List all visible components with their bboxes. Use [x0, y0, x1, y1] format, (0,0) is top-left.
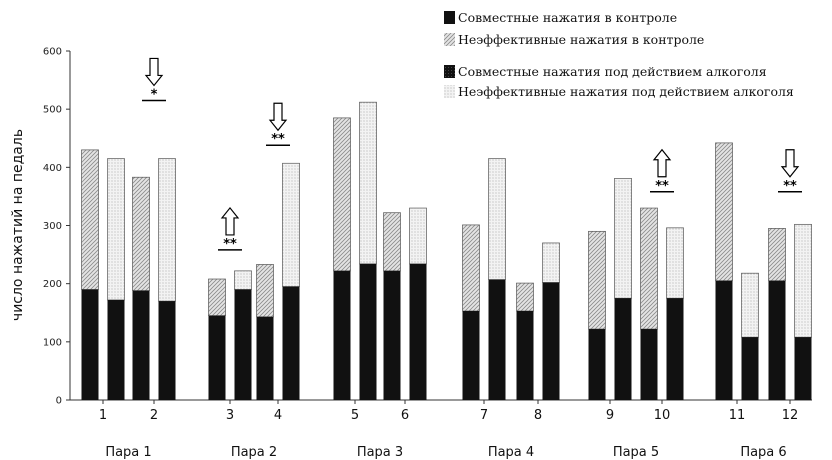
- arrow-down-icon: [268, 102, 288, 132]
- bar-joint-control-9: [588, 329, 606, 400]
- legend-swatch: [444, 33, 455, 46]
- bar-joint-control-11: [715, 280, 733, 400]
- bar-joint-alcohol-9: [614, 298, 632, 400]
- bar-ineffective-alcohol-10: [666, 227, 684, 299]
- y-tick-label: 600: [43, 47, 62, 58]
- bar-joint-control-10: [640, 329, 658, 400]
- bar-ineffective-alcohol-4: [282, 162, 300, 287]
- category-label: 5: [351, 408, 359, 423]
- bar-ineffective-alcohol-1: [107, 158, 125, 301]
- bar-ineffective-control-11: [715, 142, 733, 282]
- category-label: 8: [534, 408, 542, 423]
- bar-joint-control-7: [462, 311, 480, 400]
- bar-joint-alcohol-4: [282, 286, 300, 400]
- category-label: 11: [729, 408, 746, 423]
- bar-ineffective-alcohol-2: [158, 158, 176, 302]
- significance-stars: **: [783, 179, 797, 194]
- bar-ineffective-alcohol-6: [409, 207, 427, 265]
- legend-label: Неэффективные нажатия в контроле: [458, 32, 704, 47]
- legend-label: Совместные нажатия в контроле: [458, 10, 677, 25]
- bar-ineffective-alcohol-8: [542, 242, 560, 283]
- bar-joint-alcohol-3: [234, 289, 252, 400]
- category-label: 12: [782, 408, 799, 423]
- legend-swatch: [444, 65, 455, 78]
- bar-ineffective-control-2: [132, 176, 150, 291]
- category-label: 3: [226, 408, 234, 423]
- arrow-down-icon: [144, 57, 164, 87]
- category-label: 7: [480, 408, 488, 423]
- bar-joint-alcohol-8: [542, 282, 560, 400]
- significance-stars: **: [223, 237, 237, 252]
- category-label: 2: [150, 408, 158, 423]
- bar-joint-control-4: [256, 316, 274, 400]
- bar-ineffective-control-8: [516, 282, 534, 312]
- group-label: Пара 5: [613, 445, 659, 460]
- bar-joint-alcohol-2: [158, 301, 176, 400]
- bar-joint-control-6: [383, 270, 401, 400]
- bar-ineffective-control-1: [81, 149, 99, 290]
- bar-ineffective-alcohol-5: [359, 101, 377, 265]
- bar-ineffective-control-7: [462, 224, 480, 312]
- y-tick-label: 200: [43, 279, 62, 290]
- arrow-up-icon: [220, 206, 240, 236]
- bar-joint-control-1: [81, 289, 99, 400]
- bar-ineffective-alcohol-7: [488, 158, 506, 280]
- arrow-down-icon: [780, 149, 800, 178]
- category-label: 1: [99, 408, 107, 423]
- bar-joint-control-12: [768, 280, 786, 400]
- axes: 0 100 200 300 400 500 600 число нажатий на педа…: [10, 47, 812, 460]
- bar-joint-alcohol-10: [666, 298, 684, 400]
- legend-label: Неэффективные нажатия под действием алко…: [458, 84, 794, 99]
- bar-joint-control-8: [516, 311, 534, 400]
- y-tick-label: 100: [43, 337, 62, 348]
- legend: Совместные нажатия в контроле Неэффективн…: [444, 10, 794, 99]
- category-label: 6: [401, 408, 409, 423]
- group-label: Пара 6: [740, 445, 786, 460]
- bar-joint-control-3: [208, 315, 226, 400]
- significance-annotations: ******* **: [142, 57, 802, 252]
- bar-joint-control-5: [333, 270, 351, 400]
- significance-stars: **: [271, 132, 285, 147]
- bar-ineffective-control-3: [208, 278, 226, 317]
- legend-label: Совместные нажатия под действием алкогол…: [458, 64, 767, 79]
- bar-ineffective-control-4: [256, 264, 274, 318]
- bar-joint-alcohol-12: [794, 337, 812, 400]
- bar-ineffective-control-10: [640, 207, 658, 330]
- y-tick-label: 0: [56, 396, 62, 407]
- bar-joint-alcohol-5: [359, 263, 377, 400]
- category-label: 4: [274, 408, 282, 423]
- y-tick-label: 400: [43, 163, 62, 174]
- bar-ineffective-alcohol-3: [234, 270, 252, 290]
- bar-joint-alcohol-7: [488, 279, 506, 400]
- significance-stars: **: [655, 179, 669, 194]
- legend-swatch: [444, 85, 455, 98]
- legend-swatch: [444, 11, 455, 24]
- bar-joint-control-2: [132, 290, 150, 400]
- significance-stars: *: [151, 87, 158, 102]
- bar-ineffective-control-6: [383, 212, 401, 272]
- bar-joint-alcohol-1: [107, 299, 125, 400]
- category-label: 10: [654, 408, 671, 423]
- y-tick-label: 300: [43, 221, 62, 232]
- bar-ineffective-control-9: [588, 230, 606, 330]
- bar-ineffective-control-5: [333, 117, 351, 272]
- bars: [81, 101, 812, 400]
- bar-joint-alcohol-11: [741, 337, 759, 400]
- bar-ineffective-control-12: [768, 228, 786, 282]
- bar-ineffective-alcohol-12: [794, 223, 812, 338]
- y-tick-label: 500: [43, 105, 62, 116]
- y-axis-label: число нажатий на педаль: [10, 129, 26, 321]
- bar-ineffective-alcohol-11: [741, 272, 759, 338]
- group-label: Пара 4: [488, 445, 534, 460]
- group-label: Пара 2: [231, 445, 277, 460]
- bar-ineffective-alcohol-9: [614, 178, 632, 299]
- group-label: Пара 3: [357, 445, 403, 460]
- bar-joint-alcohol-6: [409, 263, 427, 400]
- category-label: 9: [606, 408, 614, 423]
- arrow-up-icon: [652, 148, 672, 178]
- group-label: Пара 1: [105, 445, 151, 460]
